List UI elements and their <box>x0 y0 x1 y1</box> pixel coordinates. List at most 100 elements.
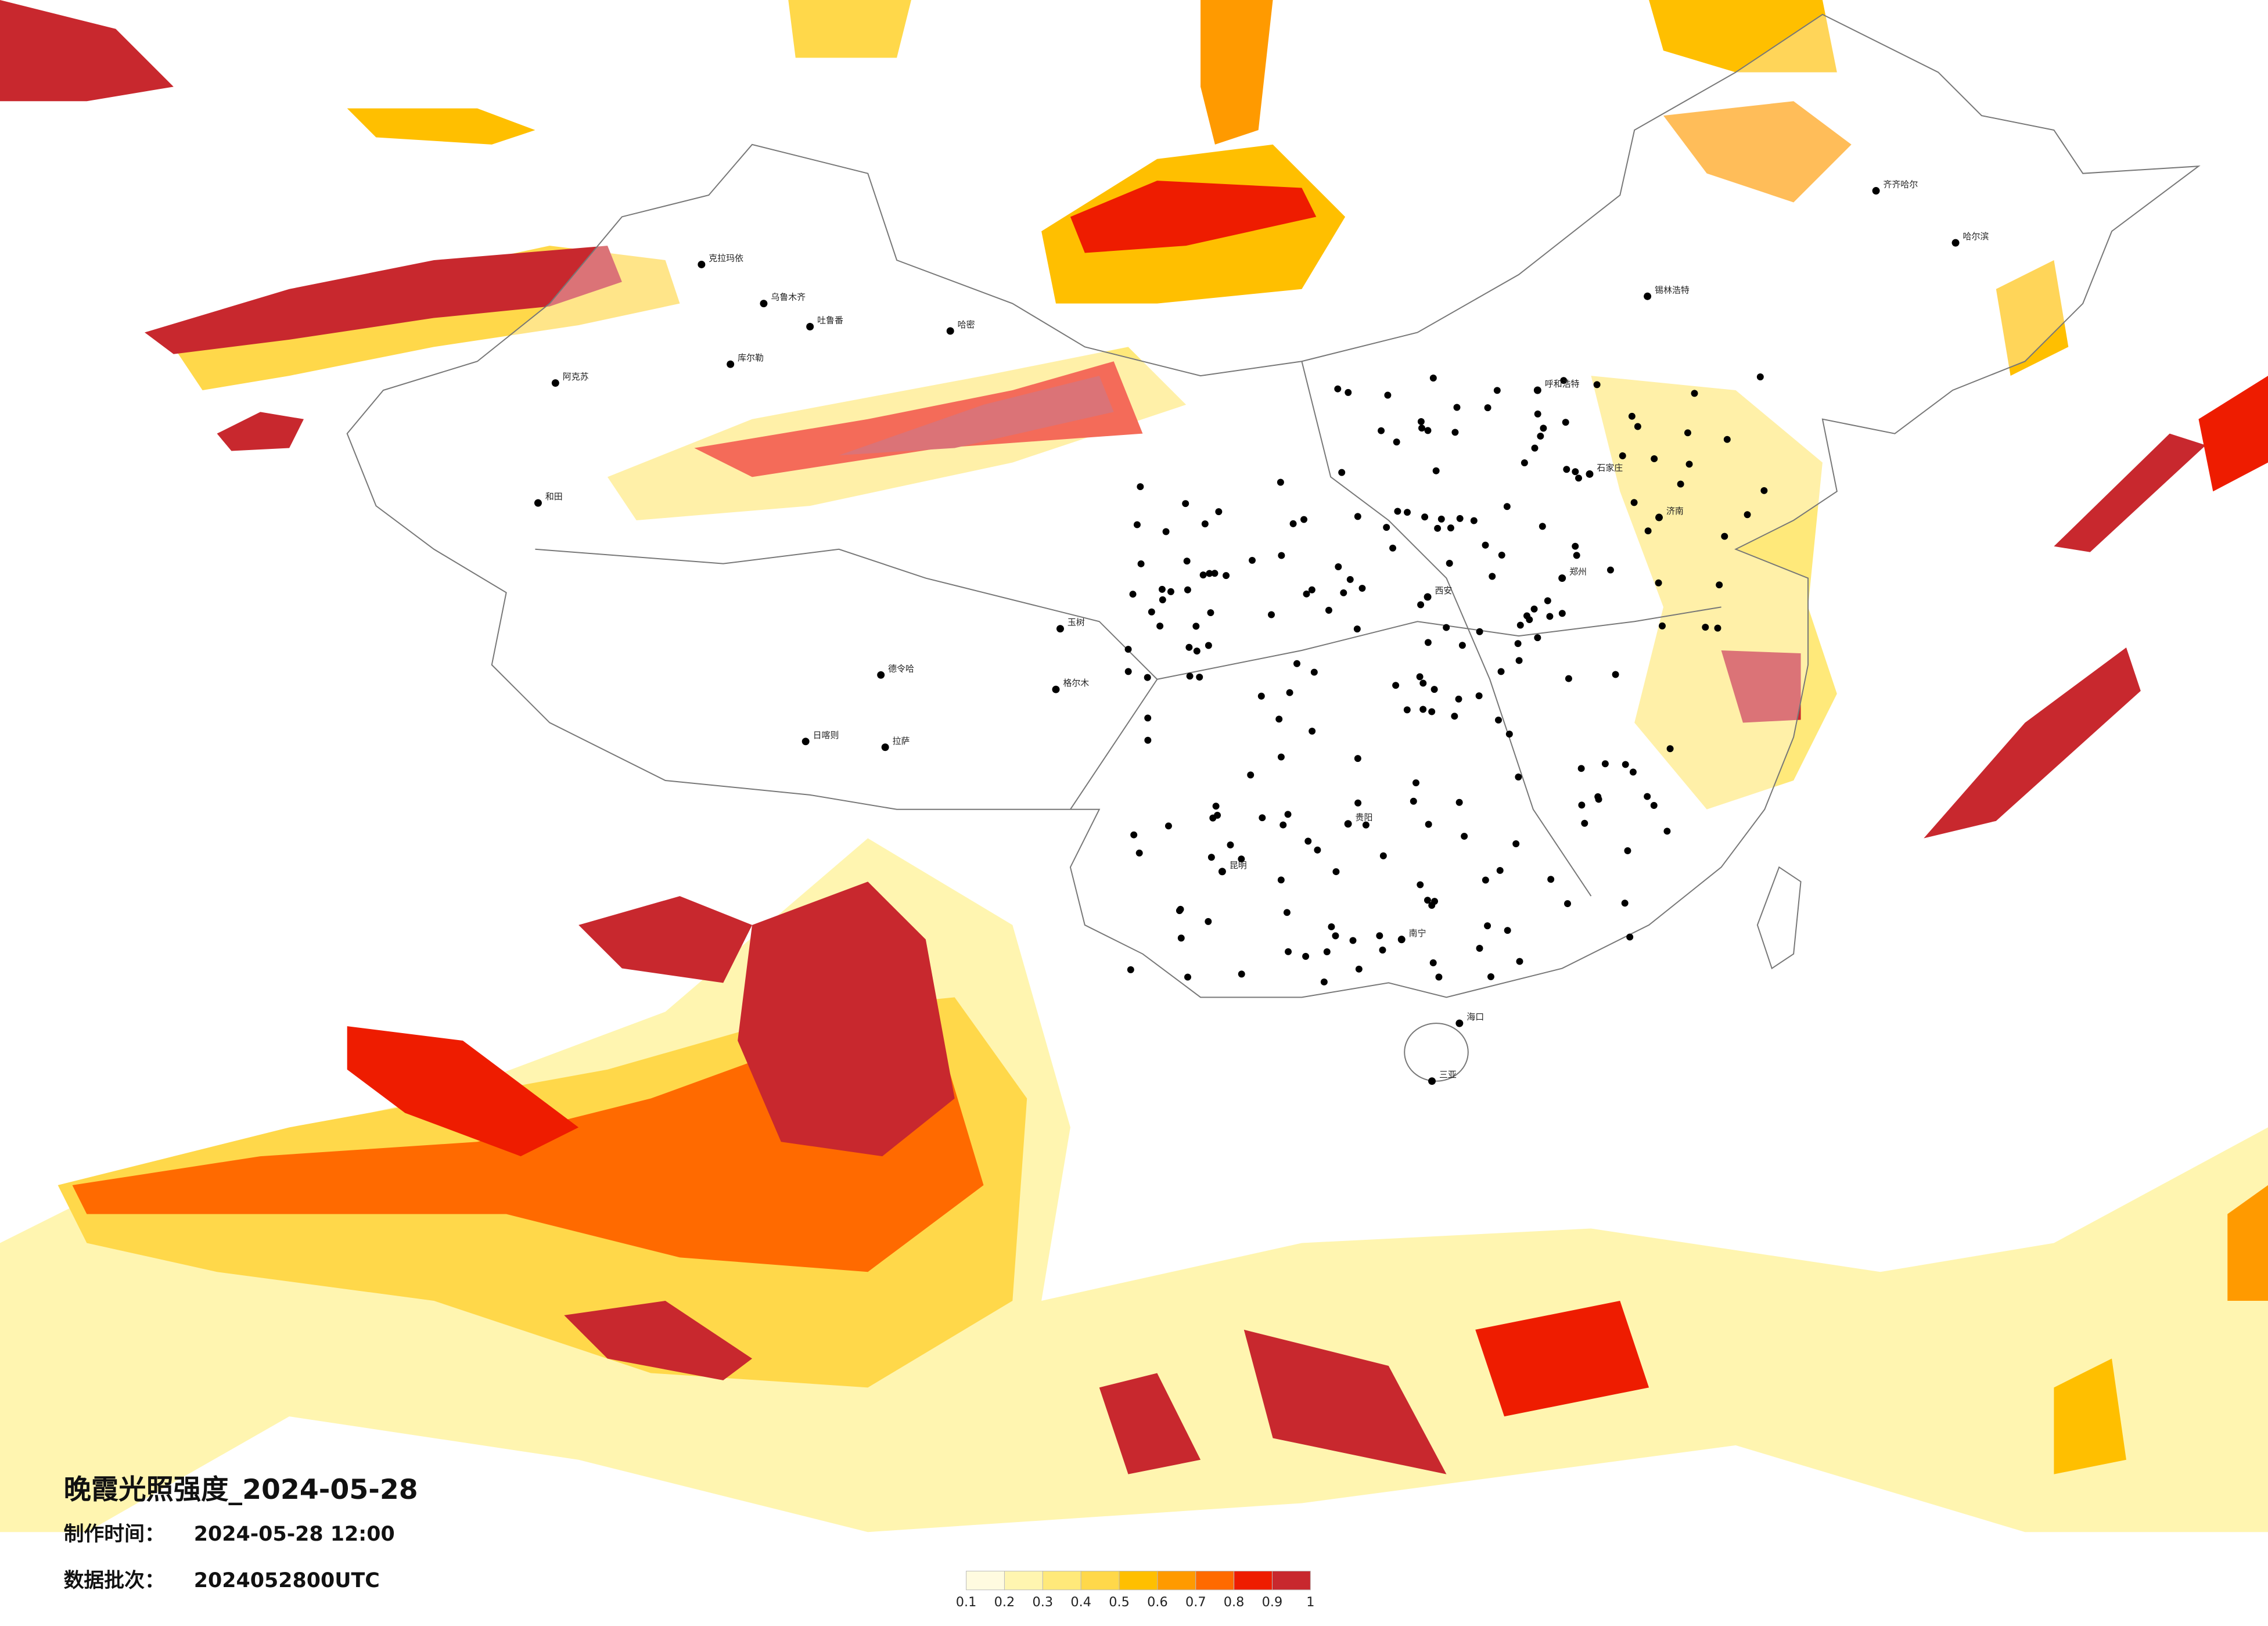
city-dot <box>551 379 559 387</box>
city-dot <box>1124 668 1132 675</box>
city-dot <box>1558 574 1566 582</box>
city-dot <box>1455 798 1463 806</box>
city-dot <box>1354 513 1361 520</box>
city-dot <box>1628 412 1636 420</box>
city-dot <box>1484 404 1491 412</box>
city-dot <box>1744 511 1751 519</box>
legend-label: 0.7 <box>1185 1595 1206 1610</box>
city-dot <box>1644 793 1651 800</box>
info-label: 数据批次： <box>64 1569 165 1592</box>
city-dot <box>1451 429 1459 436</box>
city-label: 日喀则 <box>813 730 839 740</box>
city-label: 格尔木 <box>1063 678 1089 688</box>
city-dot <box>1446 560 1453 567</box>
city-dot <box>1192 623 1200 630</box>
city-dot <box>760 300 768 308</box>
city-dot <box>1257 692 1265 700</box>
city-dot <box>1606 566 1614 574</box>
city-dot <box>1655 579 1662 587</box>
city-dot <box>1148 608 1155 616</box>
city-dot <box>1289 520 1297 527</box>
city-dot <box>1434 524 1442 532</box>
city-dot <box>1162 528 1170 535</box>
city-dot <box>1205 918 1212 925</box>
city-dot <box>1199 571 1207 579</box>
city-dot <box>1534 634 1541 642</box>
city-dot <box>1211 570 1219 577</box>
city-dot <box>1358 585 1366 592</box>
legend-label: 0.8 <box>1224 1595 1245 1610</box>
city-dot <box>1461 833 1468 840</box>
city-dot <box>1487 973 1494 980</box>
city-dot <box>1334 385 1342 393</box>
city-dot <box>1644 527 1652 535</box>
city-dot <box>1362 821 1370 829</box>
city-dot <box>1691 390 1698 397</box>
city-dot <box>1496 866 1504 874</box>
city-dot <box>1207 854 1215 861</box>
city-dot <box>1424 639 1432 646</box>
city-dot <box>1437 515 1445 523</box>
legend-swatch <box>1004 1570 1043 1591</box>
city-dot <box>1177 934 1185 942</box>
city-dot <box>1182 500 1189 508</box>
city-dot <box>1419 706 1427 713</box>
city-dot <box>1447 524 1454 532</box>
city-dot <box>1212 803 1220 810</box>
legend-label: 0.2 <box>994 1595 1015 1610</box>
city-dot <box>1417 881 1424 888</box>
city-dot <box>801 738 810 746</box>
legend-swatch <box>1234 1570 1273 1591</box>
city-dot <box>1432 467 1440 474</box>
legend-swatch <box>1119 1570 1158 1591</box>
title: 晚霞光照强度_2024-05-28 <box>64 1474 418 1506</box>
city-dot <box>1484 922 1491 930</box>
city-dot <box>1530 605 1538 613</box>
city-dots <box>534 187 1960 1085</box>
city-dot <box>1622 761 1629 768</box>
city-dot <box>1184 973 1191 981</box>
city-dot <box>1227 841 1234 848</box>
legend-swatch <box>1271 1570 1311 1591</box>
city-dot <box>1323 948 1331 955</box>
city-dot <box>1455 1019 1464 1027</box>
city-dot <box>1581 819 1588 827</box>
city-dot <box>1624 847 1631 854</box>
city-dot <box>1176 907 1183 915</box>
city-dot <box>1563 466 1570 473</box>
city-dot <box>1416 673 1424 681</box>
city-dot <box>1137 560 1145 567</box>
city-dot <box>1428 1077 1436 1085</box>
city-dot <box>1586 470 1594 478</box>
city-dot <box>1495 716 1502 724</box>
city-dot <box>1476 628 1483 635</box>
city-dot <box>1593 381 1601 388</box>
city-dot <box>1158 585 1166 593</box>
city-label: 郑州 <box>1569 567 1587 577</box>
city-dot <box>1476 945 1483 952</box>
city-dot <box>1951 239 1960 247</box>
city-dot <box>1144 736 1152 744</box>
city-dot <box>1431 898 1439 905</box>
city-dot <box>1651 455 1658 462</box>
city-dot <box>1214 811 1221 819</box>
city-dot <box>1443 624 1450 631</box>
legend-swatch <box>1080 1570 1120 1591</box>
city-dot <box>1534 410 1541 418</box>
city-dot <box>1577 765 1585 772</box>
city-dot <box>1489 573 1496 580</box>
city-dot <box>1565 675 1572 682</box>
city-dot <box>727 360 735 368</box>
city-dot <box>1429 959 1437 966</box>
city-dot <box>1247 771 1255 779</box>
city-dot <box>1303 590 1310 598</box>
city-dot <box>1546 613 1554 620</box>
city-dot <box>1666 745 1674 753</box>
city-dot <box>1594 793 1602 800</box>
city-dot <box>1279 821 1287 829</box>
city-dot <box>1378 427 1385 434</box>
city-dot <box>1355 965 1363 973</box>
city-dot <box>1537 433 1544 440</box>
legend-label: 0.4 <box>1070 1595 1091 1610</box>
